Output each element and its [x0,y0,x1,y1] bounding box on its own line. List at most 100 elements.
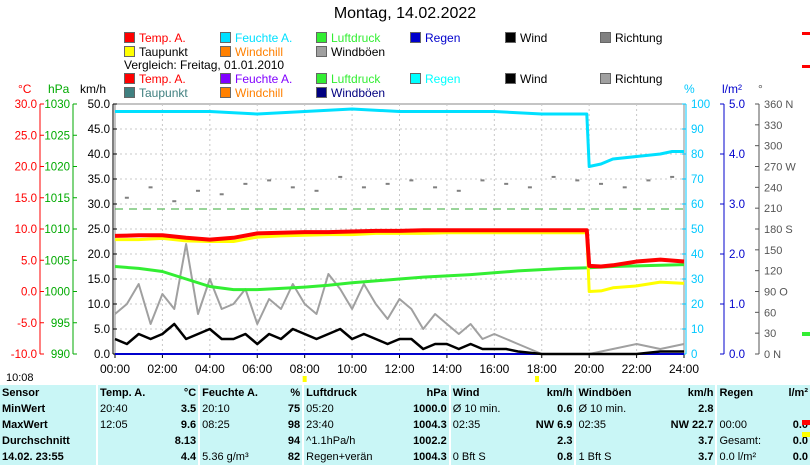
stats-cell: 1004.3 [413,419,447,431]
stats-cell: Gesamt: [715,433,779,449]
x-tick-label: 18:00 [527,362,557,376]
axis-tick-label: 1015 [44,193,70,205]
direction-point [504,182,509,185]
direction-point [195,189,200,192]
time-marker [535,376,540,382]
stats-cell [198,433,281,449]
axis-tick-label: 90 O [764,287,788,299]
axis-tick-label: 40 [691,249,704,261]
stats-cell: 23:40 [302,417,399,433]
legend-item: Taupunkt [124,45,188,59]
stats-cell: 82 [287,451,301,463]
stats-cell: Ø 10 min. [574,401,653,417]
axis-tick-label: 1010 [44,224,70,236]
axis-tick-label: 30 [764,328,776,340]
stats-row: MaxWert 12:05 9.6 08:25 98 23:40 1004.3 02:35 NW… [0,417,810,433]
x-tick-label: 14:00 [432,362,462,376]
axis-tick-label: 45.0 [88,124,110,136]
legend-swatch [124,73,135,84]
axis-tick-label: 90 [691,124,704,136]
stats-cell: 02:35 [574,417,653,433]
stats-cell: 3.7 [698,451,714,463]
legend-item: Temp. A. [124,72,186,86]
stats-cell: 3.7 [698,435,714,447]
x-tick-label: 04:00 [195,362,225,376]
axis-tick-label: 50 [691,224,704,236]
axis-tick-label: 15.0 [88,274,110,286]
x-tick-label: 06:00 [242,362,272,376]
temp-unit: °C [18,82,32,96]
stats-cell: 1 Bft S [574,449,653,465]
x-tick-label: 16:00 [479,362,509,376]
axis-tick-label: 40.0 [88,149,110,161]
axis-tick-label: 120 [764,266,782,278]
stats-cell: NW 6.9 [535,419,573,431]
direction-point [172,200,177,203]
stats-cell: 75 [287,403,301,415]
stats-cell: MinWert [2,403,46,415]
stats-cell: Luftdruck [302,385,399,401]
direction-point [148,186,153,189]
legend-swatch [410,73,421,84]
stats-cell: Sensor [2,387,40,399]
axis-tick-label: 4.0 [729,149,745,161]
axis-tick-label: 35.0 [88,174,110,186]
axis-tick-label: 15.0 [15,193,37,205]
axis-tick-label: 0 N [764,349,781,361]
legend-item: Taupunkt [124,86,188,100]
stats-cell: km/h [546,387,573,399]
axis-tick-label: 330 [764,120,782,132]
stats-cell: 20:10 [198,401,281,417]
legend-item: Feuchte A. [220,72,292,86]
legend-swatch [316,73,327,84]
axis-tick-label: 270 W [764,162,796,174]
legend-swatch [124,46,135,57]
legend-swatch [220,32,231,43]
legend-swatch [505,32,516,43]
stats-cell: Windböen [574,385,653,401]
stats-cell: 1004.3 [413,451,447,463]
right-edge-legend [802,0,810,465]
stats-cell: Wind [448,385,520,401]
axis-tick-label: 60 [691,199,704,211]
stats-cell [448,433,520,449]
axis-tick-label: 0.0 [94,349,110,361]
stats-cell: Durchschnitt [2,435,70,447]
direction-point [243,182,248,185]
legend-swatch [316,32,327,43]
axis-tick-label: 10.0 [15,224,37,236]
legend-label: Taupunkt [139,45,188,59]
axis-tick-label: 0.0 [21,287,37,299]
direction-point [267,179,272,182]
direction-point [124,196,129,199]
legend-label: Regen [425,72,461,86]
stats-row: 14.02. 23:55 4.4 5.36 g/m³ 82 Regen+verän 100… [0,449,810,465]
stats-cell: 4.4 [180,451,197,463]
direction-point [670,175,675,178]
stats-cell: 0.0 [792,435,808,447]
direction-unit: ° [758,82,763,96]
stats-cell: 5.36 g/m³ [198,449,281,465]
direction-point [622,186,627,189]
legend-swatch [600,73,611,84]
stats-cell: 12:05 [96,417,164,433]
x-tick-label: 22:00 [622,362,652,376]
stats-header-row: Sensor Temp. A. °C Feuchte A.% Luftdruck hPa W… [0,385,810,401]
stats-cell: ^1.1hPa/h [302,433,399,449]
stats-cell: 0.0 l/m² [715,449,779,465]
x-tick-label: 24:00 [669,362,699,376]
axis-tick-label: 20.0 [15,162,37,174]
axis-tick-label: 80 [691,149,704,161]
axis-tick-label: 5.0 [729,99,745,111]
axis-tick-label: 100 [691,99,710,111]
chart-title: Montag, 14.02.2022 [333,5,477,22]
stats-cell: % [290,387,301,399]
stats-cell: km/h [687,387,714,399]
rain-unit: l/m² [722,82,742,96]
axis-tick-label: 25.0 [15,130,37,142]
axis-tick-label: 5.0 [21,255,37,267]
legend-item: Wind [505,72,547,86]
edge-marker [802,432,810,437]
direction-point [219,193,224,196]
legend-item: Regen [410,72,460,86]
